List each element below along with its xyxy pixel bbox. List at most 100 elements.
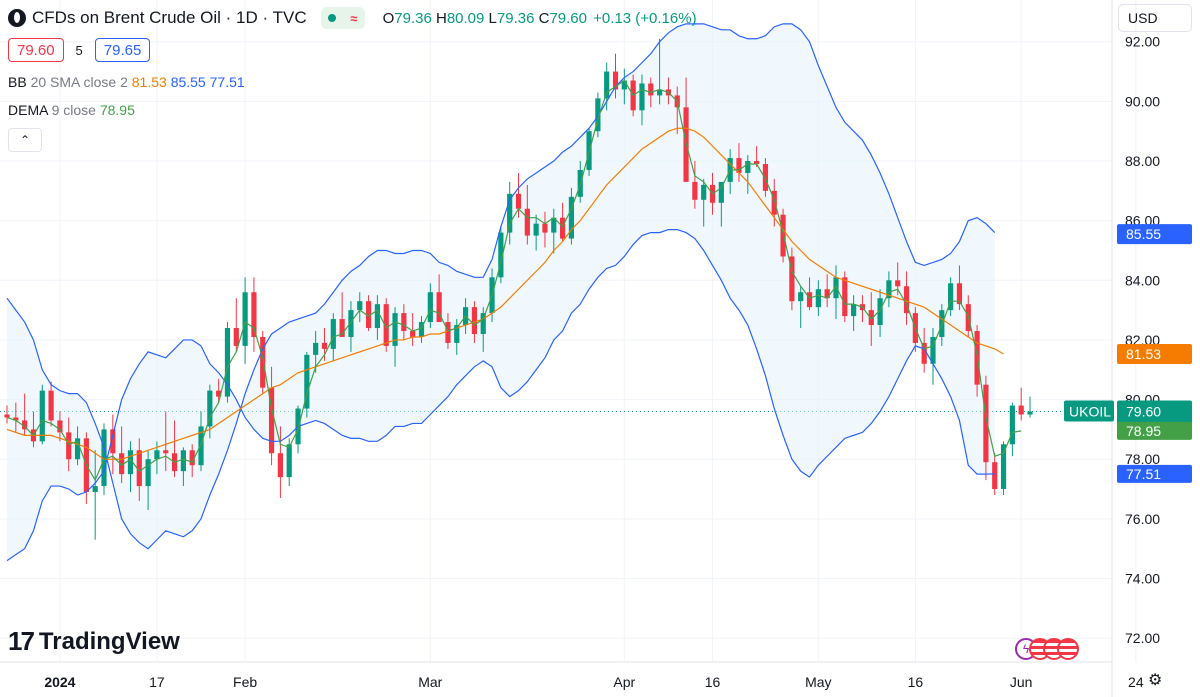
candle-body — [692, 181, 698, 200]
price-tick-label: 78.00 — [1125, 451, 1160, 467]
price-tick-label: 90.00 — [1125, 93, 1160, 109]
candle-body — [798, 292, 804, 302]
candle-body — [92, 486, 98, 493]
candle-body — [189, 450, 195, 466]
bb-indicator-legend[interactable]: BB 20 SMA close 2 81.53 85.55 77.51 — [8, 74, 245, 90]
sell-price-button[interactable]: 79.60 — [8, 38, 64, 62]
buy-price-button[interactable]: 79.65 — [94, 38, 151, 62]
candle-body — [22, 420, 28, 430]
time-tick-label: 16 — [908, 674, 924, 690]
candle-body — [842, 277, 848, 317]
chevron-up-icon: ⌃ — [19, 133, 31, 147]
dema-name: DEMA — [8, 102, 48, 118]
bb-basis-line — [6, 127, 1004, 460]
dema-line — [6, 79, 1022, 482]
candle-body — [251, 292, 257, 337]
price-axis: 92.0090.0088.0086.0084.0082.0080.0078.00… — [1125, 34, 1160, 646]
dema-value: 78.95 — [99, 102, 135, 118]
candle-body — [454, 325, 460, 343]
price-tick-label: 84.00 — [1125, 272, 1160, 288]
candle-body — [418, 322, 425, 337]
candle-body — [410, 331, 416, 337]
candle-body — [833, 277, 839, 299]
candle-body — [392, 313, 398, 346]
candle-body — [930, 336, 936, 364]
oil-drop-icon[interactable] — [8, 9, 26, 27]
high-label: H — [435, 9, 447, 27]
wave-icon: ≈ — [350, 10, 358, 26]
candle-body — [806, 292, 813, 308]
settings-gear-icon[interactable]: ⚙ — [1148, 672, 1163, 689]
close-label: C — [538, 9, 550, 27]
time-tick-label: 24 — [1128, 674, 1144, 690]
bb-basis-tag: 81.53 — [1126, 346, 1161, 362]
tradingview-logo[interactable]: 17 TradingView — [8, 626, 180, 657]
candle-body — [1009, 405, 1015, 445]
candle-body — [224, 328, 231, 397]
low-value: 79.36 — [496, 9, 535, 27]
bb-params: 20 SMA close 2 — [30, 74, 128, 90]
last-price-tag: 79.60 — [1126, 404, 1161, 420]
bb-upper-value: 85.55 — [170, 74, 206, 90]
candle-body — [348, 310, 354, 337]
candle-body — [445, 322, 451, 343]
events-indicator[interactable]: ϟ — [1015, 638, 1079, 660]
bb-lower-value: 77.51 — [209, 74, 245, 90]
dema-tag-bg — [1117, 421, 1192, 440]
us-flag-icon — [1057, 638, 1079, 660]
candle-body — [110, 429, 116, 454]
candle-body — [524, 208, 530, 236]
candle-body — [745, 161, 751, 173]
candle-body — [216, 390, 222, 397]
candle-body — [956, 283, 963, 305]
candle-body — [13, 417, 19, 421]
spread-value: 5 — [75, 42, 83, 58]
dema-params: 9 close — [51, 102, 96, 118]
candle-body — [198, 426, 204, 466]
candle-body — [154, 450, 160, 460]
price-tick-label: 76.00 — [1125, 511, 1160, 527]
chart-header: CFDs on Brent Crude Oil · 1D · TVC ≈ O79… — [8, 6, 697, 30]
bb-lower-tag-bg — [1117, 464, 1192, 483]
candle-body — [542, 223, 548, 233]
candle-body — [992, 462, 998, 490]
dema-indicator-legend[interactable]: DEMA 9 close 78.95 — [8, 102, 135, 118]
candle-body — [74, 438, 81, 460]
time-tick-label: Mar — [418, 674, 442, 690]
candle-body — [233, 328, 239, 346]
candle-body — [127, 450, 134, 475]
indicator-lines — [6, 23, 1022, 562]
change-value: +0.13 (+0.16%) — [593, 9, 697, 27]
chart-title[interactable]: CFDs on Brent Crude Oil · 1D · TVC — [32, 8, 307, 27]
candle-body — [207, 390, 213, 427]
candle-body — [101, 429, 107, 487]
bb-basis-tag-bg — [1117, 343, 1192, 364]
candle-body — [507, 193, 513, 233]
currency-selector[interactable]: USD — [1118, 4, 1192, 32]
candle-body — [895, 280, 901, 287]
open-value: 79.36 — [394, 9, 432, 27]
bb-lower-tag: 77.51 — [1126, 466, 1161, 482]
candle-body — [736, 158, 742, 173]
candle-body — [551, 217, 557, 233]
candle-body — [1018, 405, 1024, 415]
time-tick-label: 16 — [705, 674, 721, 690]
candle-body — [471, 307, 478, 334]
candle-body — [559, 217, 566, 239]
open-label: O — [382, 9, 395, 27]
candle-body — [321, 342, 328, 349]
candle-body — [921, 342, 927, 364]
candle-body — [877, 298, 883, 326]
candle-body — [903, 286, 910, 314]
candle-body — [357, 301, 363, 311]
candle-body — [4, 414, 10, 418]
time-axis: 2024 17 Feb Mar Apr 16 May 16 Jun 24 — [44, 674, 1143, 690]
candle-body — [286, 444, 292, 478]
candle-body — [754, 161, 760, 165]
collapse-legend-button[interactable]: ⌃ — [8, 128, 42, 152]
price-tick-label: 72.00 — [1125, 630, 1160, 646]
market-status-pill[interactable]: ≈ — [320, 7, 365, 29]
low-label: L — [488, 9, 497, 27]
dema-tag: 78.95 — [1126, 423, 1161, 439]
